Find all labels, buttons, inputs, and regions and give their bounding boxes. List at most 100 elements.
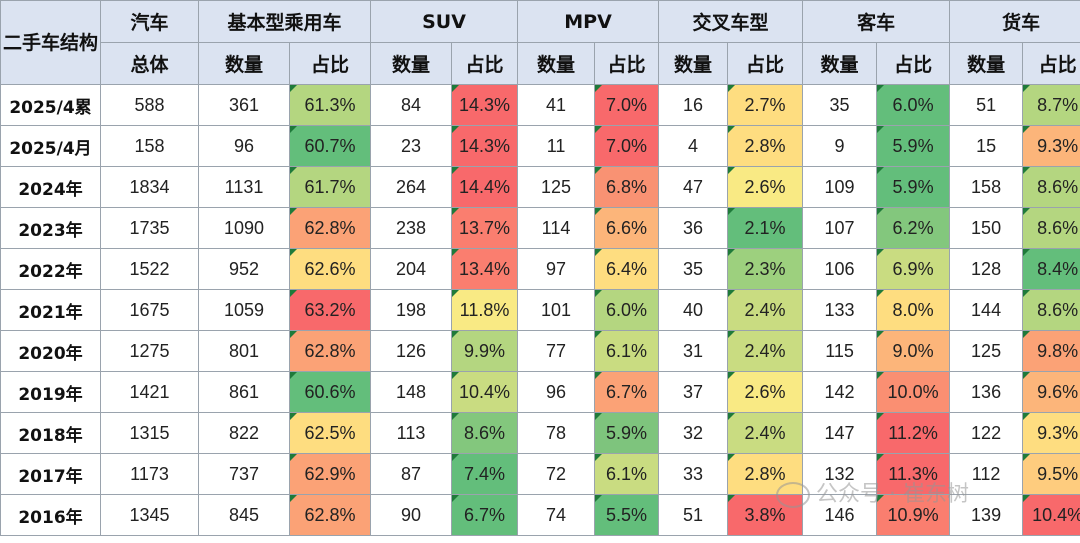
count-cell: 115 bbox=[802, 330, 878, 372]
count-cell: 113 bbox=[370, 412, 453, 454]
count-cell: 41 bbox=[517, 84, 596, 126]
count-cell: 737 bbox=[198, 453, 290, 495]
share-cell: 60.6% bbox=[288, 371, 372, 413]
count-cell: 150 bbox=[949, 207, 1024, 249]
count-cell: 822 bbox=[198, 412, 290, 454]
header-row-subheaders: 总体 数量 占比 数量 占比 数量 占比 数量 占比 数量 占比 数量 占比 bbox=[1, 42, 1080, 85]
share-cell: 6.2% bbox=[876, 207, 951, 249]
share-cell: 9.3% bbox=[1022, 125, 1080, 167]
count-cell: 132 bbox=[802, 453, 878, 495]
subheader-cell: 占比 bbox=[727, 42, 804, 85]
share-cell: 8.6% bbox=[1022, 289, 1080, 331]
share-cell: 11.8% bbox=[451, 289, 519, 331]
count-cell: 32 bbox=[658, 412, 729, 454]
count-cell: 37 bbox=[658, 371, 729, 413]
subheader-cell: 数量 bbox=[198, 42, 290, 85]
count-cell: 1315 bbox=[100, 412, 199, 454]
count-cell: 47 bbox=[658, 166, 729, 208]
table-row: 2017年 1173 737 62.9% 87 7.4% 72 6.1% 33 2.8% 132 11… bbox=[0, 453, 1080, 495]
count-cell: 264 bbox=[370, 166, 453, 208]
share-cell: 61.3% bbox=[288, 84, 372, 126]
share-cell: 13.4% bbox=[451, 248, 519, 290]
share-cell: 6.8% bbox=[594, 166, 660, 208]
count-cell: 1090 bbox=[198, 207, 290, 249]
count-cell: 51 bbox=[658, 494, 729, 536]
share-cell: 62.5% bbox=[288, 412, 372, 454]
row-label: 2025/4累 bbox=[0, 84, 101, 126]
count-cell: 139 bbox=[949, 494, 1024, 536]
count-cell: 96 bbox=[198, 125, 290, 167]
count-cell: 114 bbox=[517, 207, 596, 249]
table-row: 2024年 1834 1131 61.7% 264 14.4% 125 6.8% 47 2.6% 1… bbox=[0, 166, 1080, 208]
share-cell: 2.7% bbox=[727, 84, 804, 126]
share-cell: 8.6% bbox=[451, 412, 519, 454]
row-label: 2024年 bbox=[0, 166, 101, 208]
share-cell: 62.8% bbox=[288, 207, 372, 249]
row-label: 2023年 bbox=[0, 207, 101, 249]
count-cell: 845 bbox=[198, 494, 290, 536]
table-row: 2021年 1675 1059 63.2% 198 11.8% 101 6.0% 40 2.4% 1… bbox=[0, 289, 1080, 331]
count-cell: 125 bbox=[949, 330, 1024, 372]
count-cell: 15 bbox=[949, 125, 1024, 167]
row-label: 2017年 bbox=[0, 453, 101, 495]
count-cell: 112 bbox=[949, 453, 1024, 495]
count-cell: 109 bbox=[802, 166, 878, 208]
share-cell: 8.6% bbox=[1022, 166, 1080, 208]
count-cell: 128 bbox=[949, 248, 1024, 290]
subheader-cell: 数量 bbox=[658, 42, 729, 85]
count-cell: 1522 bbox=[100, 248, 199, 290]
header-group-suv: SUV bbox=[370, 0, 519, 43]
table-row: 2025/4月 158 96 60.7% 23 14.3% 11 7.0% 4 2.8% 9 5.9%… bbox=[0, 125, 1080, 167]
count-cell: 142 bbox=[802, 371, 878, 413]
count-cell: 33 bbox=[658, 453, 729, 495]
share-cell: 6.0% bbox=[876, 84, 951, 126]
count-cell: 84 bbox=[370, 84, 453, 126]
share-cell: 9.5% bbox=[1022, 453, 1080, 495]
count-cell: 40 bbox=[658, 289, 729, 331]
table-row: 2020年 1275 801 62.8% 126 9.9% 77 6.1% 31 2.4% 115 9… bbox=[0, 330, 1080, 372]
share-cell: 11.2% bbox=[876, 412, 951, 454]
count-cell: 1059 bbox=[198, 289, 290, 331]
header-group-basic-passenger: 基本型乘用车 bbox=[197, 0, 372, 43]
table-row: 2019年 1421 861 60.6% 148 10.4% 96 6.7% 37 2.6% 142… bbox=[0, 371, 1080, 413]
share-cell: 7.0% bbox=[594, 84, 660, 126]
header-row-groups: 二手车结构 汽车 基本型乘用车 SUV MPV 交叉车型 客车 货车 bbox=[0, 0, 1080, 85]
share-cell: 63.2% bbox=[288, 289, 372, 331]
share-cell: 2.3% bbox=[727, 248, 804, 290]
count-cell: 204 bbox=[370, 248, 453, 290]
share-cell: 10.0% bbox=[876, 371, 951, 413]
count-cell: 146 bbox=[802, 494, 878, 536]
count-cell: 122 bbox=[949, 412, 1024, 454]
share-cell: 9.8% bbox=[1022, 330, 1080, 372]
share-cell: 14.3% bbox=[451, 125, 519, 167]
count-cell: 96 bbox=[517, 371, 596, 413]
count-cell: 72 bbox=[517, 453, 596, 495]
corner-header: 二手车结构 bbox=[0, 0, 101, 85]
subheader-cell: 总体 bbox=[100, 42, 199, 85]
share-cell: 6.1% bbox=[594, 330, 660, 372]
row-label: 2016年 bbox=[0, 494, 101, 536]
count-cell: 1735 bbox=[100, 207, 199, 249]
table-row: 2022年 1522 952 62.6% 204 13.4% 97 6.4% 35 2.3% 106… bbox=[0, 248, 1080, 290]
share-cell: 2.8% bbox=[727, 453, 804, 495]
share-cell: 6.6% bbox=[594, 207, 660, 249]
share-cell: 9.3% bbox=[1022, 412, 1080, 454]
count-cell: 11 bbox=[517, 125, 596, 167]
share-cell: 5.9% bbox=[594, 412, 660, 454]
count-cell: 125 bbox=[517, 166, 596, 208]
count-cell: 35 bbox=[802, 84, 878, 126]
share-cell: 62.9% bbox=[288, 453, 372, 495]
count-cell: 158 bbox=[949, 166, 1024, 208]
count-cell: 1675 bbox=[100, 289, 199, 331]
count-cell: 1131 bbox=[198, 166, 290, 208]
share-cell: 2.8% bbox=[727, 125, 804, 167]
count-cell: 238 bbox=[370, 207, 453, 249]
count-cell: 35 bbox=[658, 248, 729, 290]
count-cell: 106 bbox=[802, 248, 878, 290]
subheader-cell: 占比 bbox=[594, 42, 660, 85]
count-cell: 1345 bbox=[100, 494, 199, 536]
share-cell: 2.4% bbox=[727, 412, 804, 454]
share-cell: 8.4% bbox=[1022, 248, 1080, 290]
count-cell: 144 bbox=[949, 289, 1024, 331]
